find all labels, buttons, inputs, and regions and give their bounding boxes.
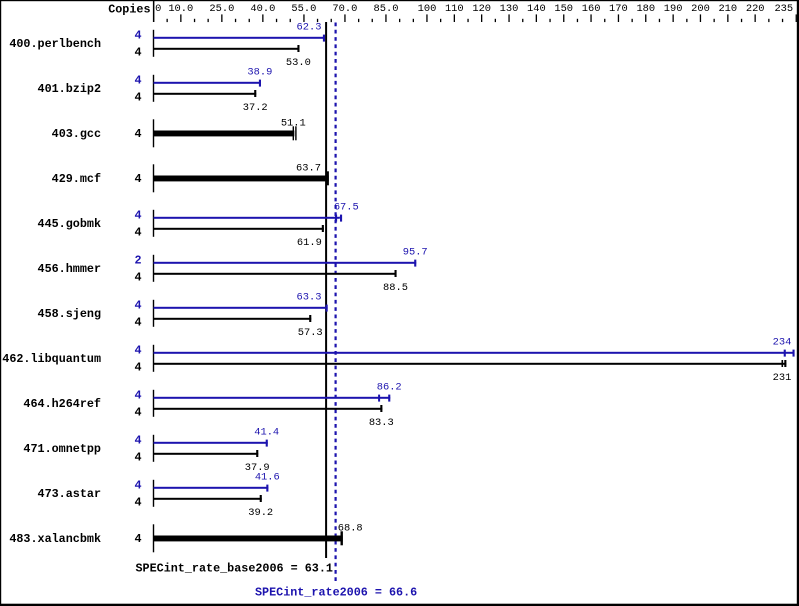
svg-text:37.9: 37.9 — [245, 462, 270, 474]
svg-text:0: 0 — [155, 3, 161, 15]
svg-text:4: 4 — [134, 74, 141, 88]
svg-text:235: 235 — [774, 3, 793, 15]
svg-text:160: 160 — [582, 3, 601, 15]
svg-text:4: 4 — [134, 405, 141, 419]
svg-text:462.libquantum: 462.libquantum — [2, 352, 101, 366]
svg-text:41.6: 41.6 — [255, 471, 280, 483]
svg-text:83.3: 83.3 — [369, 417, 394, 429]
svg-text:53.0: 53.0 — [286, 57, 311, 69]
svg-text:100: 100 — [418, 3, 437, 15]
svg-text:40.0: 40.0 — [250, 3, 275, 15]
svg-text:41.4: 41.4 — [254, 426, 279, 438]
svg-text:471.omnetpp: 471.omnetpp — [23, 442, 101, 456]
svg-text:4: 4 — [134, 450, 141, 464]
svg-text:SPECint_rate2006 = 66.6: SPECint_rate2006 = 66.6 — [255, 586, 417, 600]
svg-text:4: 4 — [134, 389, 141, 403]
svg-text:4: 4 — [134, 344, 141, 358]
svg-text:483.xalancbmk: 483.xalancbmk — [9, 532, 101, 546]
svg-text:2: 2 — [134, 254, 141, 268]
svg-text:63.3: 63.3 — [297, 291, 322, 303]
svg-text:4: 4 — [134, 434, 141, 448]
svg-text:39.2: 39.2 — [248, 507, 273, 519]
svg-text:150: 150 — [554, 3, 573, 15]
svg-text:231: 231 — [773, 372, 792, 384]
svg-text:110: 110 — [445, 3, 464, 15]
svg-text:4: 4 — [134, 299, 141, 313]
svg-text:37.2: 37.2 — [243, 102, 268, 114]
svg-text:10.0: 10.0 — [168, 3, 193, 15]
svg-text:4: 4 — [134, 127, 141, 141]
svg-text:95.7: 95.7 — [403, 246, 428, 258]
svg-text:170: 170 — [609, 3, 628, 15]
svg-text:464.h264ref: 464.h264ref — [23, 397, 101, 411]
svg-text:62.3: 62.3 — [297, 21, 322, 33]
svg-text:445.gobmk: 445.gobmk — [38, 217, 101, 231]
svg-text:180: 180 — [636, 3, 655, 15]
svg-text:4: 4 — [134, 315, 141, 329]
svg-text:4: 4 — [134, 225, 141, 239]
svg-text:140: 140 — [527, 3, 546, 15]
svg-text:4: 4 — [134, 45, 141, 59]
svg-text:88.5: 88.5 — [383, 282, 408, 294]
svg-text:130: 130 — [500, 3, 519, 15]
svg-text:70.0: 70.0 — [332, 3, 357, 15]
svg-text:4: 4 — [134, 495, 141, 509]
svg-text:25.0: 25.0 — [209, 3, 234, 15]
svg-text:Copies: Copies — [108, 2, 150, 16]
svg-text:61.9: 61.9 — [297, 237, 322, 249]
svg-text:SPECint_rate_base2006 = 63.1: SPECint_rate_base2006 = 63.1 — [136, 561, 333, 575]
svg-text:190: 190 — [664, 3, 683, 15]
svg-text:400.perlbench: 400.perlbench — [9, 37, 101, 51]
svg-text:200: 200 — [691, 3, 710, 15]
svg-text:68.8: 68.8 — [338, 522, 363, 534]
svg-text:403.gcc: 403.gcc — [52, 127, 101, 141]
svg-text:401.bzip2: 401.bzip2 — [38, 82, 101, 96]
svg-text:210: 210 — [718, 3, 737, 15]
svg-text:220: 220 — [746, 3, 765, 15]
svg-text:85.0: 85.0 — [374, 3, 399, 15]
svg-text:67.5: 67.5 — [334, 201, 359, 213]
svg-text:4: 4 — [134, 360, 141, 374]
svg-text:4: 4 — [134, 532, 141, 546]
svg-text:120: 120 — [472, 3, 491, 15]
svg-text:4: 4 — [134, 172, 141, 186]
svg-text:4: 4 — [134, 90, 141, 104]
svg-text:63.7: 63.7 — [296, 162, 321, 174]
svg-text:429.mcf: 429.mcf — [52, 172, 101, 186]
svg-text:473.astar: 473.astar — [38, 487, 101, 501]
svg-text:4: 4 — [134, 29, 141, 43]
svg-text:4: 4 — [134, 209, 141, 223]
svg-text:456.hmmer: 456.hmmer — [38, 262, 101, 276]
svg-text:234: 234 — [773, 336, 792, 348]
svg-text:38.9: 38.9 — [247, 66, 272, 78]
svg-text:4: 4 — [134, 479, 141, 493]
svg-text:4: 4 — [134, 270, 141, 284]
svg-text:458.sjeng: 458.sjeng — [38, 307, 101, 321]
svg-text:55.0: 55.0 — [291, 3, 316, 15]
svg-text:86.2: 86.2 — [377, 381, 402, 393]
svg-text:51.1: 51.1 — [281, 117, 306, 129]
svg-text:57.3: 57.3 — [298, 327, 323, 339]
